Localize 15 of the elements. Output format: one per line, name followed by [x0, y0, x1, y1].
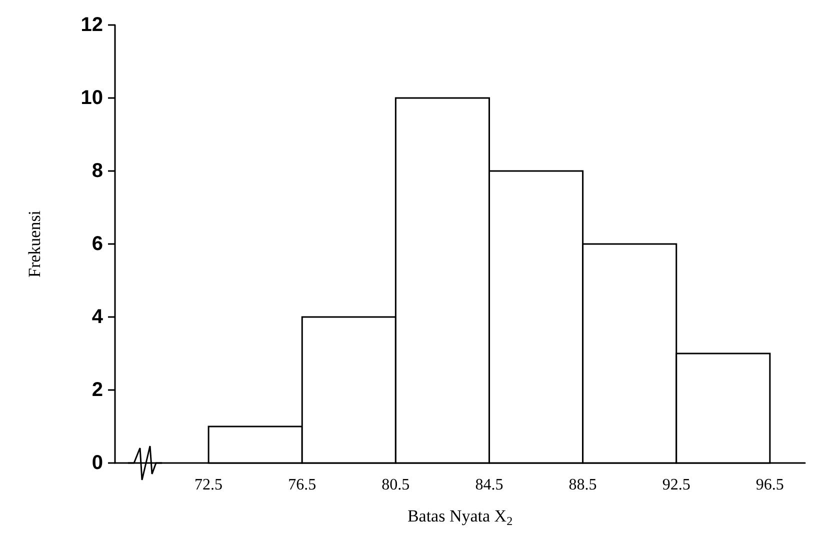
y-tick-label: 2 [92, 379, 103, 401]
y-tick-label: 4 [92, 306, 104, 328]
x-tick-label: 76.5 [288, 476, 316, 494]
y-tick-label: 6 [92, 233, 103, 255]
x-tick-label: 96.5 [756, 476, 784, 494]
x-tick-label: 92.5 [662, 476, 690, 494]
y-tick-label: 10 [80, 87, 103, 109]
y-tick-label: 0 [92, 452, 103, 474]
y-tick-label: 12 [80, 14, 103, 36]
y-axis-title: Frekuensi [25, 210, 44, 278]
x-tick-label: 72.5 [194, 476, 223, 494]
x-tick-label: 84.5 [475, 476, 504, 494]
x-tick-label: 88.5 [568, 476, 597, 494]
y-tick-label: 8 [92, 160, 103, 182]
x-tick-label: 80.5 [382, 476, 410, 494]
